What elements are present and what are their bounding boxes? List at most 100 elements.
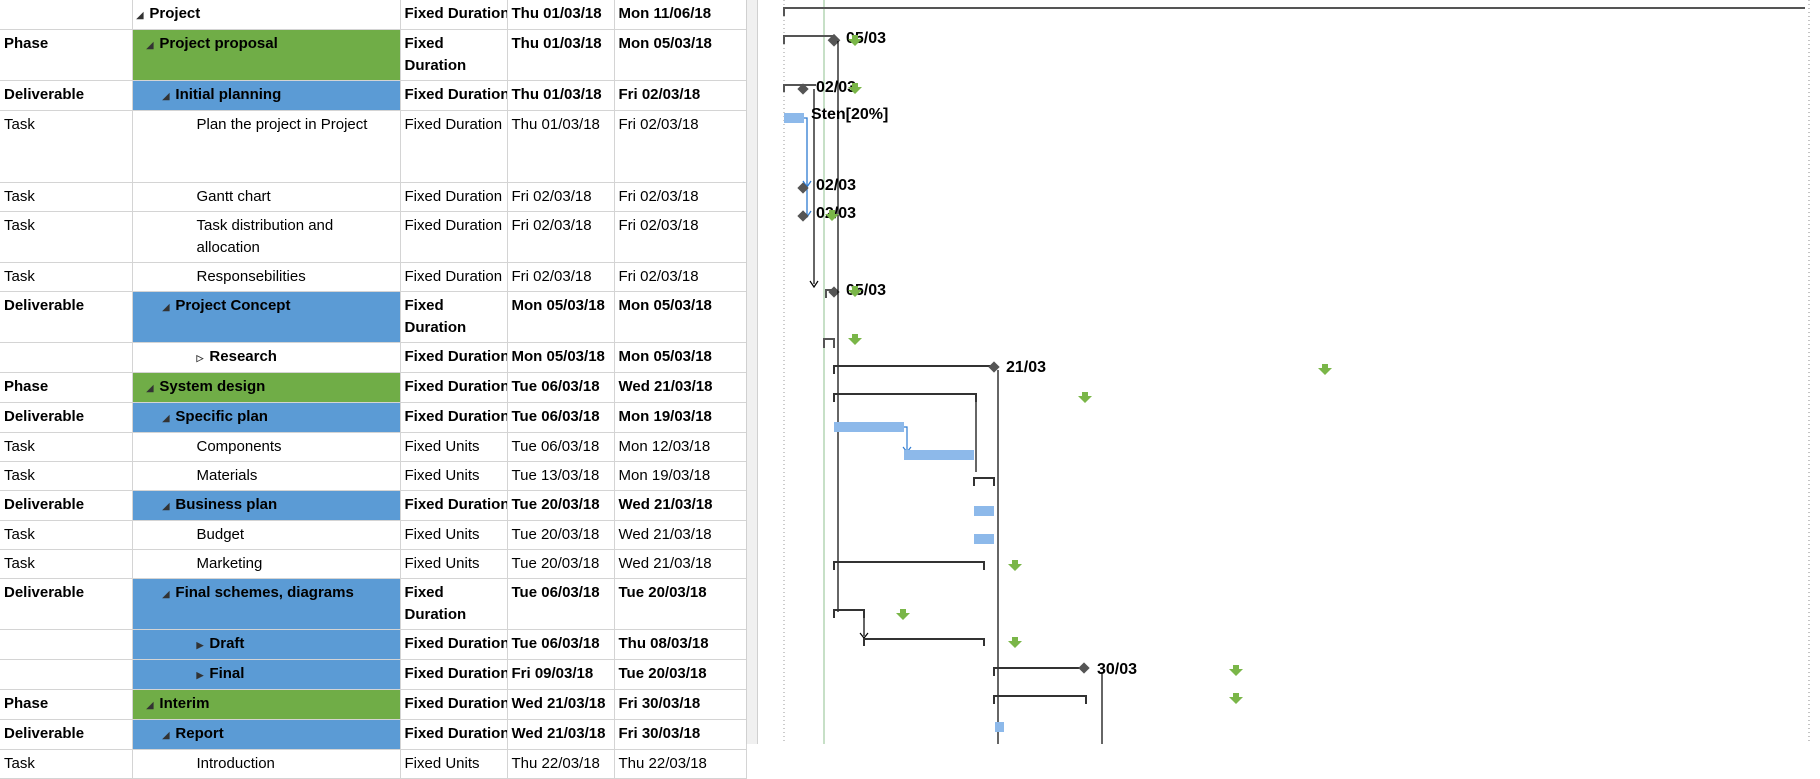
start-cell[interactable]: Fri 09/03/18 [507,659,615,690]
type-cell[interactable]: Phase [0,29,133,81]
task-name-cell[interactable]: Responsebilities [132,262,401,292]
start-cell[interactable]: Fri 02/03/18 [507,182,615,212]
type-cell[interactable]: Task [0,211,133,263]
finish-cell[interactable]: Wed 21/03/18 [614,372,747,403]
task-name-cell[interactable]: ▶ Draft [132,629,401,660]
final-schemes-summary-bar[interactable] [833,561,985,570]
initial-planning-summary-bar[interactable] [783,83,816,95]
collapse-icon[interactable]: ◢ [162,501,170,511]
type-cell[interactable]: Task [0,262,133,292]
task-type-cell[interactable]: Fixed Duration [400,372,508,403]
table-row[interactable]: Task Marketing Fixed Units Tue 20/03/18 Wed … [0,549,747,579]
type-cell[interactable]: Deliverable [0,80,133,111]
start-cell[interactable]: Thu 01/03/18 [507,0,615,30]
finish-cell[interactable]: Fri 02/03/18 [614,110,747,183]
task-bar-materials[interactable] [904,450,974,460]
expand-icon[interactable]: ▷ [196,353,204,363]
task-bar-marketing[interactable] [974,534,994,544]
collapse-icon[interactable]: ◢ [162,589,170,599]
task-type-cell[interactable]: Fixed Units [400,461,508,491]
type-cell[interactable]: Task [0,461,133,491]
task-name-cell[interactable]: ▶ Final [132,659,401,690]
finish-cell[interactable]: Wed 21/03/18 [614,490,747,521]
task-name-cell[interactable]: Marketing [132,549,401,579]
finish-cell[interactable]: Mon 19/03/18 [614,461,747,491]
task-name-cell[interactable]: ▷ Research [132,342,401,373]
task-name-cell[interactable]: ◢ Specific plan [132,402,401,433]
type-cell[interactable] [0,659,133,690]
table-row[interactable]: Task Introduction Fixed Units Thu 22/03/18 T… [0,749,747,779]
expand-icon[interactable]: ▶ [196,640,204,650]
finish-cell[interactable]: Wed 21/03/18 [614,520,747,550]
task-type-cell[interactable]: Fixed Duration [400,629,508,660]
task-name-cell[interactable]: Components [132,432,401,462]
type-cell[interactable]: Task [0,549,133,579]
table-row[interactable]: Deliverable ◢ Project Concept Fixed Duratio… [0,291,747,343]
task-name-cell[interactable]: ◢ Business plan [132,490,401,521]
task-type-cell[interactable]: Fixed Duration [400,211,508,263]
task-type-cell[interactable]: Fixed Duration [400,342,508,373]
task-name-cell[interactable]: Plan the project in Project [132,110,401,183]
start-cell[interactable]: Thu 22/03/18 [507,749,615,779]
start-cell[interactable]: Wed 21/03/18 [507,719,615,750]
finish-cell[interactable]: Fri 02/03/18 [614,211,747,263]
collapse-icon[interactable]: ◢ [162,730,170,740]
finish-cell[interactable]: Fri 30/03/18 [614,719,747,750]
start-cell[interactable]: Mon 05/03/18 [507,291,615,343]
table-row[interactable]: Deliverable ◢ Final schemes, diagrams Fixed… [0,578,747,630]
task-type-cell[interactable]: Fixed Duration [400,578,508,630]
task-type-cell[interactable]: Fixed Duration [400,182,508,212]
start-cell[interactable]: Thu 01/03/18 [507,29,615,81]
task-name-cell[interactable]: Budget [132,520,401,550]
type-cell[interactable] [0,0,133,30]
start-cell[interactable]: Wed 21/03/18 [507,689,615,720]
task-type-cell[interactable]: Fixed Duration [400,402,508,433]
specific-plan-summary-bar[interactable] [833,393,977,402]
type-cell[interactable]: Deliverable [0,719,133,750]
task-type-cell[interactable]: Fixed Units [400,432,508,462]
task-name-cell[interactable]: ◢ Report [132,719,401,750]
task-type-cell[interactable]: Fixed Duration [400,659,508,690]
type-cell[interactable]: Deliverable [0,490,133,521]
task-name-cell[interactable]: Task distribution and allocation [132,211,401,263]
table-row[interactable]: Task Gantt chart Fixed Duration Fri 02/03/1… [0,182,747,212]
table-row[interactable]: ▶ Draft Fixed Duration Tue 06/03/18 Thu 08/0… [0,629,747,660]
start-cell[interactable]: Tue 06/03/18 [507,402,615,433]
report-summary-bar[interactable] [993,695,1087,704]
milestone-distribution[interactable] [797,210,809,222]
collapse-icon[interactable]: ◢ [146,383,154,393]
start-cell[interactable]: Tue 06/03/18 [507,578,615,630]
task-bar-introduction[interactable] [995,722,1004,732]
finish-cell[interactable]: Tue 20/03/18 [614,578,747,630]
task-type-cell[interactable]: Fixed Duration [400,0,508,30]
table-row[interactable]: Phase ◢ Interim Fixed Duration Wed 21/03/18 F… [0,689,747,720]
finish-cell[interactable]: Mon 05/03/18 [614,29,747,81]
type-cell[interactable]: Task [0,749,133,779]
start-cell[interactable]: Tue 20/03/18 [507,520,615,550]
finish-cell[interactable]: Fri 30/03/18 [614,689,747,720]
finish-cell[interactable]: Tue 20/03/18 [614,659,747,690]
task-type-cell[interactable]: Fixed Units [400,749,508,779]
project-summary-bar[interactable] [783,7,1805,16]
task-name-cell[interactable]: ◢ Initial planning [132,80,401,111]
task-type-cell[interactable]: Fixed Duration [400,689,508,720]
start-cell[interactable]: Tue 06/03/18 [507,629,615,660]
table-row[interactable]: Deliverable ◢ Report Fixed Duration Wed 21/0… [0,719,747,750]
task-name-cell[interactable]: Materials [132,461,401,491]
task-type-cell[interactable]: Fixed Duration [400,291,508,343]
research-summary-bar[interactable] [823,338,835,348]
table-row[interactable]: ▶ Final Fixed Duration Fri 09/03/18 Tue 20/0… [0,659,747,690]
concept-summary-bar[interactable] [825,286,840,298]
type-cell[interactable]: Deliverable [0,578,133,630]
type-cell[interactable]: Task [0,520,133,550]
task-type-cell[interactable]: Fixed Duration [400,110,508,183]
expand-icon[interactable]: ▶ [196,670,204,680]
type-cell[interactable]: Phase [0,372,133,403]
task-type-cell[interactable]: Fixed Duration [400,719,508,750]
start-cell[interactable]: Fri 02/03/18 [507,262,615,292]
table-row[interactable]: Phase ◢ System design Fixed Duration Tue 06/… [0,372,747,403]
table-row[interactable]: Task Plan the project in Project Fixed Dur… [0,110,747,183]
type-cell[interactable]: Task [0,110,133,183]
task-bar-components[interactable] [834,422,904,432]
type-cell[interactable] [0,342,133,373]
